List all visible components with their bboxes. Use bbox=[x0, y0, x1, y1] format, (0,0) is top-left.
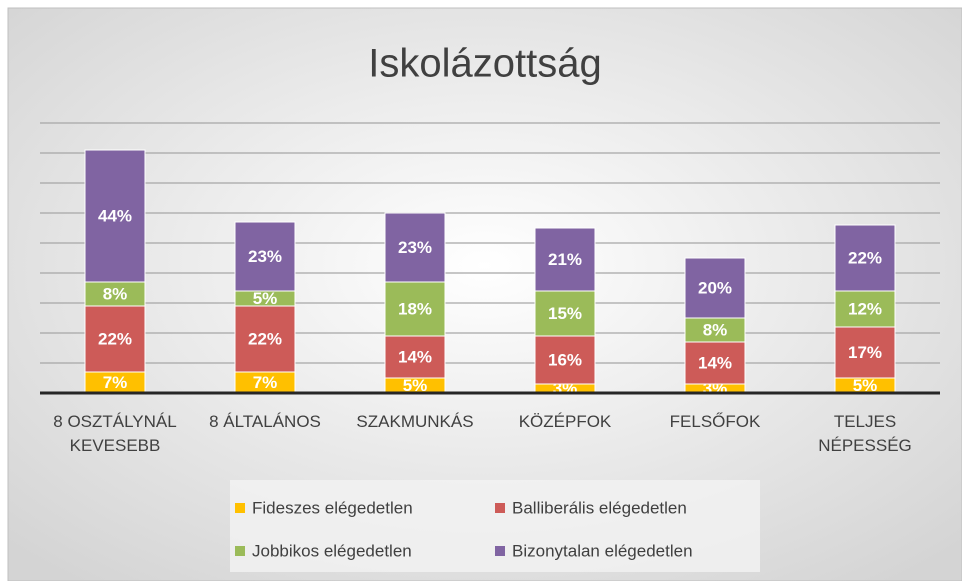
bar-segment bbox=[834, 326, 896, 379]
x-tick-label: 8 ÁLTALÁNOS bbox=[209, 412, 321, 431]
data-label: 22% bbox=[98, 329, 132, 348]
legend-box bbox=[230, 480, 760, 572]
data-label: 23% bbox=[398, 238, 432, 257]
data-label: 5% bbox=[853, 376, 878, 395]
legend-label: Bizonytalan elégedetlen bbox=[512, 541, 693, 560]
x-tick-label: SZAKMUNKÁS bbox=[356, 412, 474, 431]
legend-swatch bbox=[235, 546, 245, 556]
bar-segment bbox=[534, 335, 596, 385]
data-label: 44% bbox=[98, 206, 132, 225]
bar-segment bbox=[84, 281, 146, 307]
legend-label: Fideszes elégedetlen bbox=[252, 498, 413, 517]
bar-segment bbox=[834, 224, 896, 292]
data-label: 8% bbox=[703, 320, 728, 339]
data-label: 14% bbox=[398, 347, 432, 366]
bar-segment bbox=[384, 335, 446, 379]
data-label: 17% bbox=[848, 343, 882, 362]
bar-segment bbox=[534, 227, 596, 292]
data-label: 20% bbox=[698, 278, 732, 297]
bar-segment bbox=[84, 305, 146, 373]
x-tick-label: 8 OSZTÁLYNÁL KEVESEBB bbox=[53, 412, 177, 455]
bar-segment bbox=[234, 305, 296, 373]
x-tick-label: KÖZÉPFOK bbox=[518, 412, 612, 431]
data-label: 5% bbox=[253, 289, 278, 308]
data-label: 7% bbox=[103, 373, 128, 392]
legend-swatch bbox=[495, 503, 505, 513]
data-label: 14% bbox=[698, 353, 732, 372]
chart-title: Iskolázottság bbox=[368, 42, 601, 86]
legend-swatch bbox=[495, 546, 505, 556]
bar-segment bbox=[84, 149, 146, 283]
bar-segment bbox=[684, 317, 746, 343]
bar-segment bbox=[684, 341, 746, 385]
data-label: 21% bbox=[548, 250, 582, 269]
legend-swatch bbox=[235, 503, 245, 513]
data-label: 18% bbox=[398, 299, 432, 318]
data-label: 7% bbox=[253, 373, 278, 392]
data-label: 15% bbox=[548, 304, 582, 323]
bar-segment bbox=[834, 290, 896, 328]
legend-label: Jobbikos elégedetlen bbox=[252, 541, 412, 560]
data-label: 12% bbox=[848, 299, 882, 318]
data-label: 22% bbox=[248, 329, 282, 348]
x-tick-label: FELSŐFOK bbox=[669, 412, 761, 431]
data-label: 16% bbox=[548, 350, 582, 369]
bar-segment bbox=[534, 290, 596, 337]
bar-segment bbox=[234, 221, 296, 292]
x-tick-label: TELJES NÉPESSÉG bbox=[818, 412, 912, 455]
bar-segment bbox=[384, 212, 446, 283]
data-label: 5% bbox=[403, 376, 428, 395]
data-label: 22% bbox=[848, 248, 882, 267]
bar-segment bbox=[684, 257, 746, 319]
data-label: 23% bbox=[248, 247, 282, 266]
data-label: 8% bbox=[103, 284, 128, 303]
legend-label: Balliberális elégedetlen bbox=[512, 498, 687, 517]
